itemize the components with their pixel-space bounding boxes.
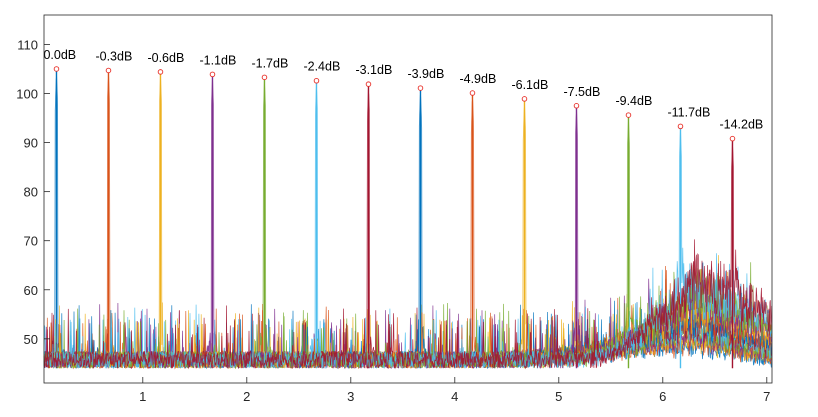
peak-labels: 0.0dB -0.3dB -0.6dB -1.1dB -1.7dB -2.4dB -3.1d… (43, 48, 763, 132)
peak-label: -1.7dB (251, 56, 288, 70)
x-axis: 1 2 3 4 5 6 7 (139, 377, 770, 404)
peak-marker (521, 96, 528, 102)
peak-marker (261, 74, 268, 81)
peak-label: -11.7dB (667, 105, 710, 119)
peak-label: -3.1dB (355, 63, 392, 77)
y-tick-label: 50 (24, 332, 38, 347)
x-tick-label: 7 (763, 389, 770, 404)
y-tick-label: 100 (16, 87, 38, 102)
x-tick-label: 4 (451, 389, 458, 404)
peak-label: -2.4dB (303, 60, 340, 74)
peak-label: -14.2dB (719, 118, 763, 132)
series-line (43, 140, 773, 370)
peak-marker (573, 103, 580, 109)
peak-label: -0.3dB (95, 49, 132, 63)
peak-markers (53, 66, 736, 142)
y-tick-label: 60 (24, 283, 38, 298)
x-tick-label: 1 (139, 389, 146, 404)
x-tick-label: 2 (243, 389, 250, 404)
peak-marker (417, 85, 424, 91)
plot-frame (43, 14, 773, 384)
peak-marker (677, 123, 684, 130)
peak-marker (469, 90, 476, 96)
peak-marker (729, 135, 736, 142)
peak-marker (157, 69, 164, 75)
peak-marker (625, 112, 632, 118)
peak-label: 0.0dB (43, 48, 76, 62)
peak-label: -1.1dB (199, 53, 236, 67)
peak-label: -7.5dB (563, 85, 600, 99)
x-tick-label: 3 (347, 389, 354, 404)
peak-label: -4.9dB (459, 72, 496, 86)
peak-label: -6.1dB (511, 78, 548, 92)
peak-marker (365, 81, 372, 87)
y-axis: 50 60 70 80 90 100 110 (16, 37, 50, 347)
y-tick-label: 90 (24, 136, 38, 151)
peak-marker (53, 66, 60, 72)
y-tick-label: 110 (17, 37, 38, 52)
y-tick-label: 70 (24, 234, 38, 249)
x-tick-label: 6 (659, 389, 666, 404)
peak-label: -3.9dB (407, 67, 444, 81)
peak-label: -9.4dB (615, 94, 652, 108)
peak-label: -0.6dB (147, 51, 184, 65)
peak-marker (209, 71, 216, 78)
x-tick-label: 5 (555, 389, 562, 404)
peak-marker (105, 67, 112, 74)
y-tick-label: 80 (24, 185, 38, 200)
peak-marker (313, 77, 320, 84)
spectrum-traces (43, 68, 773, 370)
